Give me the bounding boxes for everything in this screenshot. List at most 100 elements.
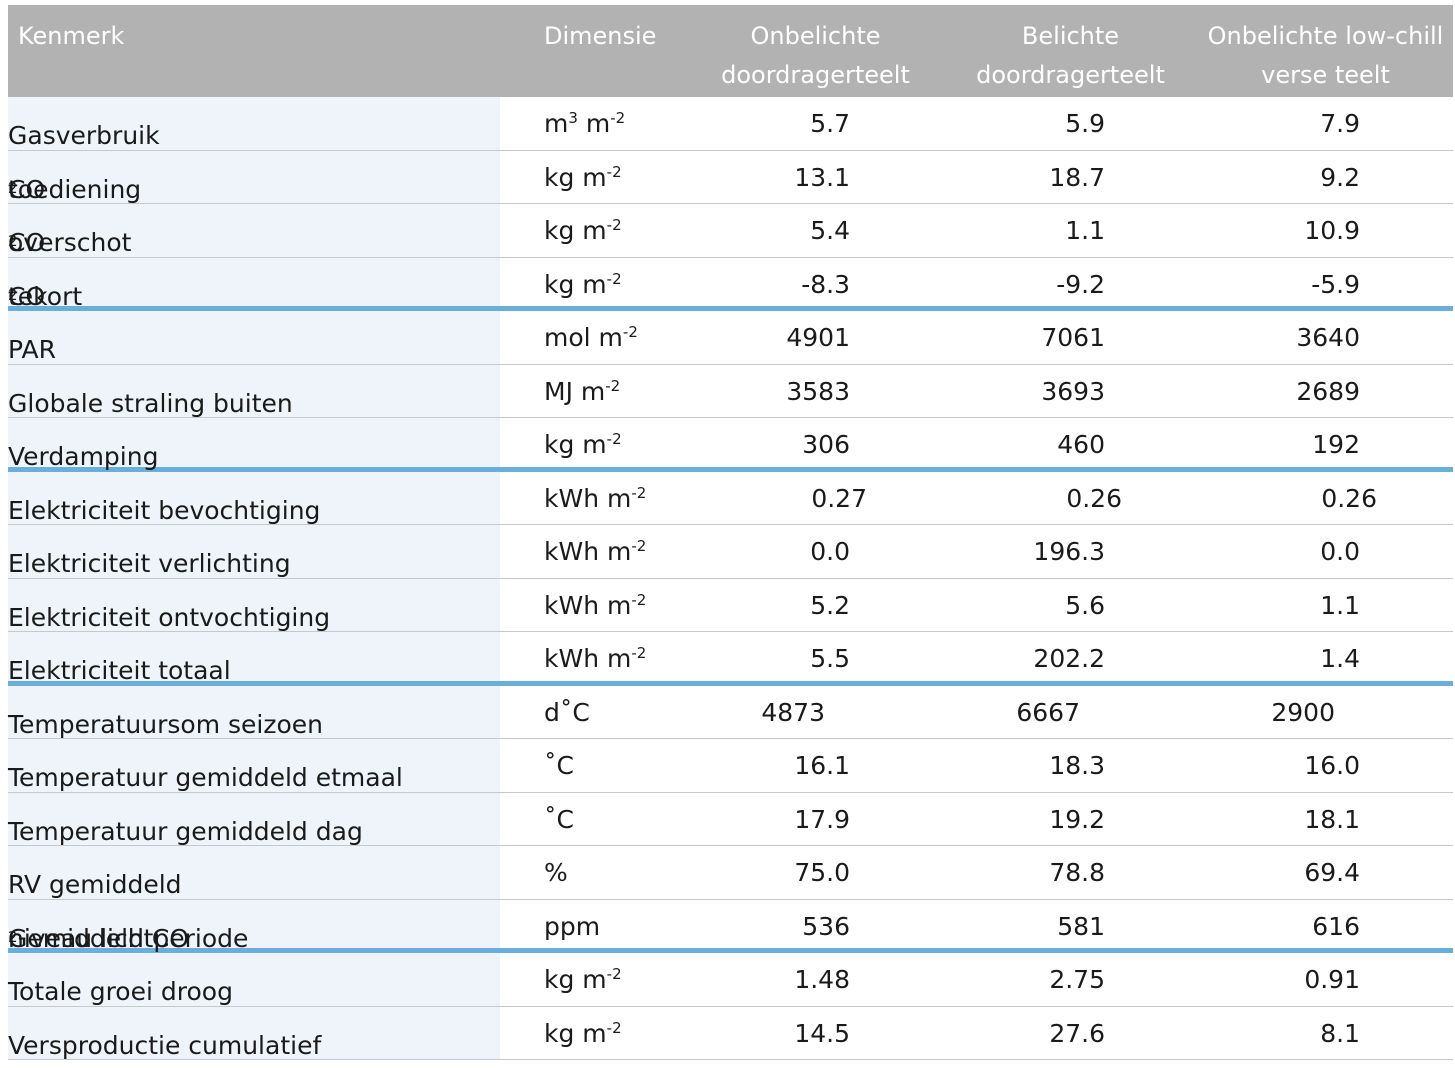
table-row: Elektriciteit bevochtiging kWh m-2 0.27 0.2…: [8, 471, 1453, 525]
value-onbelichte-doordragerteelt: 4873: [761, 697, 825, 727]
table-row: Totale groei droog kg m-2 1.48 2.75 0.91: [8, 953, 1453, 1007]
unit-text: MJ m: [544, 376, 606, 406]
label-text: Elektriciteit verlichting: [8, 549, 291, 578]
value-onbelichte-low-chill: 18.1: [1304, 804, 1360, 834]
table-row: Temperatuursom seizoen d˚C 4873 6667 2900: [8, 685, 1453, 739]
row-unit: ˚C: [544, 805, 574, 834]
value-onbelichte-low-chill: 2689: [1296, 376, 1360, 406]
value-onbelichte-doordragerteelt: 13.1: [794, 162, 850, 192]
value-onbelichte-low-chill: 3640: [1296, 323, 1360, 352]
unit-text: kg m: [544, 965, 607, 994]
row-unit: d˚C: [544, 698, 590, 727]
label-subscript: 2: [8, 232, 18, 250]
value-onbelichte-doordragerteelt: 14.5: [794, 1018, 850, 1048]
label-text: Elektriciteit bevochtiging: [8, 495, 321, 525]
unit-superscript: -2: [606, 216, 622, 234]
value-onbelichte-doordragerteelt: 75.0: [794, 858, 850, 887]
row-label-cell: CO 2 toediening: [8, 150, 500, 204]
value-onbelichte-doordragerteelt: 1.48: [794, 965, 850, 994]
label-text: Versproductie cumulatief: [8, 1030, 322, 1060]
label-text: Gemiddeld CO: [8, 923, 190, 953]
unit-superscript: -2: [622, 323, 638, 341]
label-text: Verdamping: [8, 442, 159, 471]
value-belichte-doordragerteelt: 2.75: [1049, 965, 1105, 994]
unit-text: kWh m: [544, 590, 632, 620]
value-onbelichte-doordragerteelt: 3583: [786, 376, 850, 406]
label-text: RV gemiddeld: [8, 870, 182, 899]
row-unit: kWh m-2: [544, 484, 646, 513]
row-label: CO 2 overschot: [8, 216, 131, 257]
value-belichte-doordragerteelt: 19.2: [1049, 804, 1105, 834]
label-text: CO: [8, 281, 46, 311]
unit-superscript: -2: [605, 376, 621, 395]
value-belichte-doordragerteelt: 5.9: [1065, 109, 1105, 138]
table-row: CO 2 overschot kg m-2 5.4 1.1 10.9: [8, 204, 1453, 258]
label-text: CO: [8, 228, 46, 257]
value-onbelichte-low-chill: 0.26: [1321, 483, 1377, 513]
value-onbelichte-low-chill: -5.9: [1311, 269, 1360, 299]
row-unit: kg m-2: [544, 216, 622, 245]
row-unit: kWh m-2: [544, 644, 646, 673]
unit-text: kg m: [544, 162, 607, 192]
value-onbelichte-doordragerteelt: 4901: [786, 323, 850, 352]
unit-superscript: -2: [606, 965, 622, 983]
label-subscript: 2: [8, 178, 18, 197]
value-onbelichte-doordragerteelt: 16.1: [794, 751, 850, 780]
row-unit: kg m-2: [544, 270, 622, 299]
unit-text: kg m: [544, 430, 607, 459]
label-text: Temperatuur gemiddeld etmaal: [8, 763, 403, 792]
value-onbelichte-doordragerteelt: 5.7: [810, 109, 850, 138]
value-onbelichte-low-chill: 69.4: [1304, 858, 1360, 887]
value-onbelichte-low-chill: 0.91: [1304, 965, 1360, 994]
table-row: Verdamping kg m-2 306 460 192: [8, 418, 1453, 472]
value-onbelichte-doordragerteelt: 0.0: [810, 537, 850, 566]
table-row: PAR mol m-2 4901 7061 3640: [8, 311, 1453, 365]
row-label-cell: Temperatuur gemiddeld etmaal: [8, 739, 500, 792]
unit-text: m: [544, 109, 569, 138]
unit-superscript: -2: [631, 590, 647, 609]
row-label-cell: Elektriciteit verlichting: [8, 525, 500, 578]
row-label-cell: Globale straling buiten: [8, 364, 500, 418]
unit-text: ppm: [544, 911, 601, 941]
table-header: Kenmerk Dimensie Onbelichte doordragerte…: [8, 5, 1453, 97]
value-belichte-doordragerteelt: 18.3: [1049, 751, 1105, 780]
table-row: Gemiddeld CO 2 niveau lichtperiode ppm 536 5…: [8, 899, 1453, 953]
table-row: Elektriciteit ontvochtiging kWh m-2 5.2 5.6…: [8, 578, 1453, 632]
table-row: CO 2 toediening kg m-2 13.1 18.7 9.2: [8, 150, 1453, 204]
row-label-cell: Versproductie cumulatief: [8, 1006, 500, 1060]
value-onbelichte-low-chill: 0.0: [1320, 537, 1360, 566]
row-label: Gemiddeld CO 2 niveau lichtperiode: [8, 912, 248, 953]
label-subscript: 2: [8, 285, 18, 304]
unit-text: kg m: [544, 1018, 607, 1048]
value-belichte-doordragerteelt: 5.6: [1065, 590, 1105, 620]
row-label-cell: Elektriciteit totaal: [8, 632, 500, 685]
header-belichte-doordragerteelt: Belichte doordragerteelt: [976, 22, 1165, 89]
value-onbelichte-low-chill: 9.2: [1320, 162, 1360, 192]
header-kenmerk: Kenmerk: [18, 22, 125, 50]
row-label-cell: Gemiddeld CO 2 niveau lichtperiode: [8, 899, 500, 953]
value-belichte-doordragerteelt: 1.1: [1065, 216, 1105, 245]
value-onbelichte-doordragerteelt: 536: [802, 911, 850, 941]
table-row: Temperatuur gemiddeld dag ˚C 17.9 19.2 18.1: [8, 792, 1453, 846]
unit-superscript: -2: [631, 537, 647, 555]
row-label-cell: RV gemiddeld: [8, 846, 500, 899]
row-unit: mol m-2: [544, 323, 638, 352]
unit-text: ˚C: [544, 804, 574, 834]
table-row: Temperatuur gemiddeld etmaal ˚C 16.1 18.3 16…: [8, 739, 1453, 793]
row-unit: kWh m-2: [544, 591, 646, 620]
value-onbelichte-doordragerteelt: 5.2: [810, 590, 850, 620]
row-unit: ˚C: [544, 751, 574, 780]
value-onbelichte-low-chill: 16.0: [1304, 751, 1360, 780]
value-belichte-doordragerteelt: 27.6: [1049, 1018, 1105, 1048]
row-label-cell: CO 2 overschot: [8, 204, 500, 257]
row-unit: %: [544, 858, 568, 887]
row-label-cell: Totale groei droog: [8, 953, 500, 1006]
row-unit: kg m-2: [544, 965, 622, 994]
row-label-cell: PAR: [8, 311, 500, 364]
value-belichte-doordragerteelt: 581: [1057, 911, 1105, 941]
row-label-cell: Elektriciteit bevochtiging: [8, 471, 500, 525]
row-unit: kWh m-2: [544, 537, 646, 566]
value-belichte-doordragerteelt: 3693: [1041, 376, 1105, 406]
value-belichte-doordragerteelt: 460: [1057, 430, 1105, 459]
value-belichte-doordragerteelt: -9.2: [1056, 269, 1105, 299]
